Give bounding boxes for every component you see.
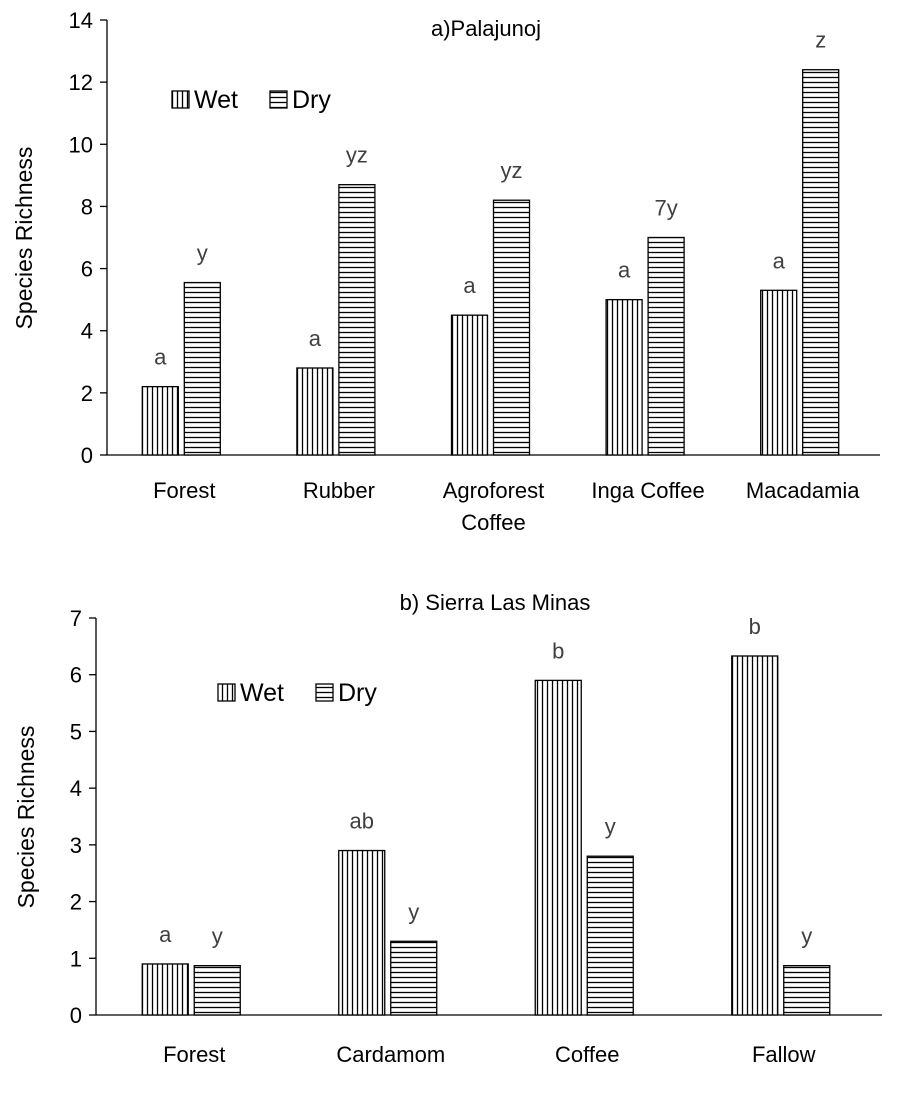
data-label: b	[552, 638, 564, 663]
x-tick-label: Macadamia	[746, 478, 860, 503]
x-tick-label: Cardamom	[336, 1042, 445, 1067]
x-tick-label: Coffee	[461, 510, 525, 535]
chart-sierra-las-minas: b) Sierra Las Minas Species Richness 0 1 2 3 4…	[13, 590, 882, 1067]
data-label: y	[212, 924, 223, 949]
y-tick-label: 5	[70, 719, 82, 744]
data-label: ab	[350, 809, 374, 834]
data-label: y	[408, 899, 419, 924]
legend-label-wet: Wet	[240, 679, 284, 707]
y-axis-label: Species Richness	[13, 726, 39, 909]
data-label: y	[801, 924, 812, 949]
bar-dry	[339, 185, 375, 455]
y-tick-label: 4	[81, 319, 93, 344]
bar-dry	[391, 941, 437, 1015]
x-tick-label: Coffee	[555, 1042, 619, 1067]
bar-wet	[761, 290, 797, 455]
x-tick-label: Agroforest	[443, 478, 545, 503]
bar-dry	[648, 238, 684, 456]
bar-dry	[784, 966, 830, 1015]
x-tick-label: Forest	[163, 1042, 225, 1067]
legend-swatch-dry	[270, 91, 287, 108]
bar-dry	[494, 200, 530, 455]
data-label: y	[605, 814, 616, 839]
bar-dry	[587, 856, 633, 1015]
bar-wet	[297, 368, 333, 455]
bar-dry	[803, 70, 839, 455]
bar-wet	[452, 315, 488, 455]
y-tick-label: 7	[70, 606, 82, 631]
bar-wet	[142, 964, 188, 1015]
chart-palajunoj: a)Palajunoj Species Richness 0 2 4 6 8 10 12 14 a y…	[11, 8, 880, 535]
legend-swatch-dry	[316, 684, 333, 701]
x-tick-label: Inga Coffee	[591, 478, 704, 503]
y-tick-label: 8	[81, 194, 93, 219]
y-tick-label: 3	[70, 833, 82, 858]
chart-title: a)Palajunoj	[431, 16, 541, 41]
bar-wet	[339, 851, 385, 1015]
x-tick-label: Forest	[153, 478, 215, 503]
y-tick-label: 6	[70, 663, 82, 688]
y-tick-label: 10	[69, 132, 93, 157]
y-axis-label: Species Richness	[11, 147, 37, 330]
data-label: b	[749, 614, 761, 639]
data-label: 7y	[654, 196, 677, 221]
data-label: a	[154, 345, 167, 370]
data-label: yz	[346, 143, 368, 168]
legend-swatch-wet	[218, 684, 235, 701]
legend-label-dry: Dry	[338, 679, 377, 707]
data-label: y	[197, 241, 208, 266]
data-label: yz	[501, 158, 523, 183]
y-tick-label: 4	[70, 776, 82, 801]
y-tick-label: 1	[70, 946, 82, 971]
bar-dry	[194, 966, 240, 1015]
x-tick-label: Rubber	[303, 478, 375, 503]
data-label: z	[815, 28, 826, 53]
x-tick-label: Fallow	[752, 1042, 816, 1067]
bar-wet	[142, 387, 178, 455]
y-tick-label: 6	[81, 257, 93, 282]
legend-label-dry: Dry	[292, 86, 331, 114]
y-tick-label: 12	[69, 70, 93, 95]
y-tick-label: 14	[69, 8, 93, 33]
legend-swatch-wet	[172, 91, 189, 108]
chart-title: b) Sierra Las Minas	[400, 590, 591, 615]
bar-wet	[732, 656, 778, 1015]
data-label: a	[618, 258, 631, 283]
bar-dry	[184, 283, 220, 455]
bar-wet	[535, 680, 581, 1015]
y-tick-label: 2	[81, 381, 93, 406]
legend-label-wet: Wet	[194, 86, 238, 114]
data-label: a	[159, 922, 172, 947]
y-tick-label: 2	[70, 890, 82, 915]
data-label: a	[463, 273, 476, 298]
data-label: a	[309, 326, 322, 351]
bar-wet	[606, 300, 642, 455]
y-tick-label: 0	[81, 443, 93, 468]
data-label: a	[773, 248, 786, 273]
y-tick-label: 0	[70, 1003, 82, 1028]
